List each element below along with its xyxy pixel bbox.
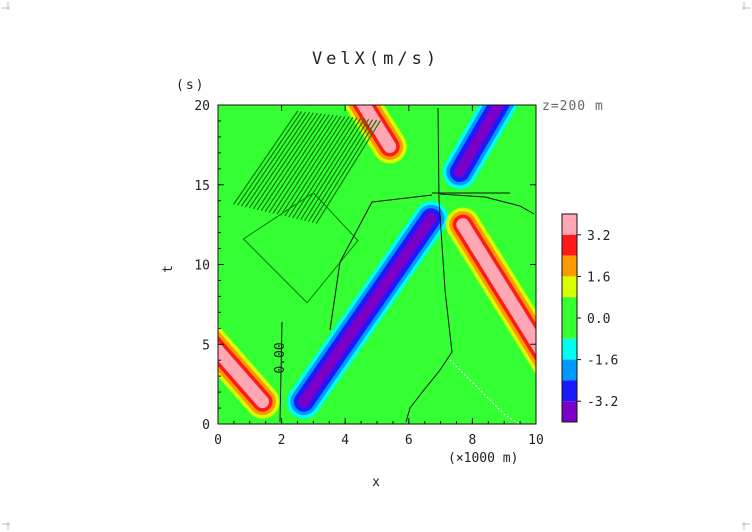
pulse-negative-main-band (298, 212, 437, 408)
wave-crest (272, 115, 338, 214)
pulse-positive-upper-band (356, 105, 397, 153)
wave-crest (237, 111, 303, 206)
pulse-negative-upper-band (454, 105, 505, 178)
x-tick-label: 2 (278, 433, 286, 448)
wave-crest (288, 117, 354, 218)
wave-envelope (242, 192, 359, 304)
wave-crest (241, 111, 306, 207)
y-tick-label: 0 (202, 418, 210, 433)
wave-crest (312, 119, 377, 223)
colorbar-tick-label: -1.6 (587, 354, 618, 369)
wave-crest (284, 116, 350, 217)
y-axis-label: t (161, 263, 176, 273)
wave-crest (315, 120, 381, 224)
chart-title: VelX(m/s) (312, 49, 440, 69)
wave-crest (276, 115, 342, 215)
wave-crest (280, 116, 346, 216)
x-axis: 0 2 4 6 8 10 (214, 105, 544, 448)
colorbar-swatch (562, 297, 577, 318)
plot-area: 0.00 (218, 105, 536, 424)
pulse-negative-main (286, 201, 449, 419)
pulse-positive-left-band (218, 341, 270, 409)
x-unit-label: (×1000 m) (448, 451, 518, 466)
colorbar-swatch (562, 276, 577, 298)
wave-crest (260, 113, 326, 211)
wave-crest (268, 114, 334, 213)
colorbar-swatch (562, 255, 577, 277)
x-axis-label: x (372, 475, 382, 490)
wave-crest (249, 112, 314, 209)
wave-crest (304, 118, 369, 221)
colorbar-tick-label: 0.0 (587, 312, 610, 327)
colorbar-swatch (562, 338, 577, 360)
wave-crest (292, 117, 358, 219)
y-unit-label: (s) (176, 78, 205, 93)
wave-crest (256, 113, 322, 210)
x-tick-label: 10 (528, 433, 544, 448)
wave-crest (252, 113, 318, 210)
colorbar-swatch (562, 359, 577, 381)
colorbar-tick-label: 1.6 (587, 270, 610, 285)
level-annotation: z=200 m (542, 99, 604, 114)
contour-label: 0.00 (273, 342, 288, 373)
wave-crest (233, 110, 299, 205)
colorbar-swatch (562, 380, 577, 402)
y-axis: 0 5 10 15 20 (194, 99, 536, 433)
colorbar-tick-label: 3.2 (587, 229, 610, 244)
x-tick-label: 8 (468, 433, 476, 448)
wave-crest (264, 114, 330, 212)
contour-bands (218, 105, 536, 419)
colorbar-swatch (562, 401, 577, 422)
wave-crest (308, 119, 373, 222)
colorbar: 3.2 1.6 0.0 -1.6 -3.2 (561, 213, 618, 423)
pulse-positive-right (445, 207, 536, 375)
dashed-contour (449, 359, 521, 424)
y-tick-label: 20 (194, 99, 210, 114)
wave-train (233, 110, 381, 304)
y-tick-label: 10 (194, 259, 210, 274)
colorbar-swatch (562, 318, 577, 339)
zero-contours (279, 107, 535, 423)
x-tick-label: 4 (341, 433, 349, 448)
colorbar-tick-label: -3.2 (587, 395, 618, 410)
colorbar-swatch (562, 214, 577, 235)
y-tick-label: 15 (194, 179, 210, 194)
pulse-negative-upper (442, 105, 519, 189)
x-tick-label: 6 (405, 433, 413, 448)
colorbar-swatch (562, 234, 577, 256)
y-tick-label: 5 (202, 338, 210, 353)
wave-crest (296, 118, 362, 220)
wave-crest (300, 118, 366, 220)
pulse-positive-right-band (456, 218, 536, 355)
pulse-positive-left (218, 325, 280, 419)
pulse-positive-upper (343, 105, 407, 164)
x-tick-label: 0 (214, 433, 222, 448)
wave-crest (245, 112, 310, 208)
